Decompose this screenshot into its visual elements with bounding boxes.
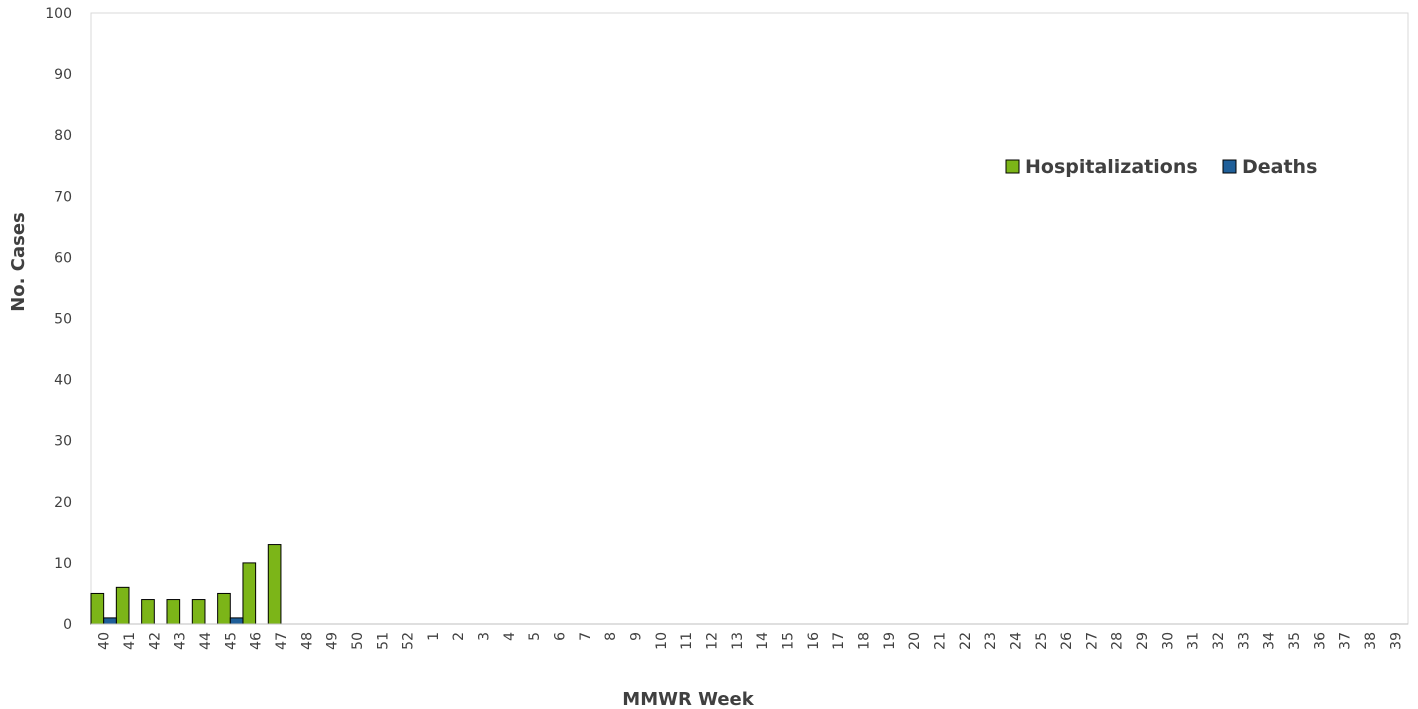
x-tick-label: 44 [198, 632, 214, 650]
x-tick-label: 3 [477, 632, 493, 641]
x-tick-label: 46 [249, 632, 265, 650]
y-tick-label: 40 [54, 373, 72, 389]
y-tick-label: 90 [54, 67, 72, 83]
bar-hospitalizations [90, 592, 105, 625]
legend-label-hospitalizations: Hospitalizations [1025, 156, 1198, 178]
y-tick-label: 30 [54, 434, 72, 450]
bar-hospitalizations [267, 544, 282, 625]
x-tick-label: 22 [958, 632, 974, 650]
x-tick-label: 5 [527, 632, 543, 641]
x-tick-label: 27 [1084, 632, 1100, 650]
bar-hospitalizations [242, 562, 257, 625]
bar-hospitalizations [166, 599, 181, 625]
x-tick-label: 49 [325, 632, 341, 650]
bar-hospitalizations [141, 599, 155, 625]
bar-deaths [229, 617, 244, 625]
x-tick-label: 4 [502, 632, 518, 641]
x-tick-label: 23 [983, 632, 999, 650]
x-tick-label: 28 [1110, 632, 1126, 650]
x-tick-label: 39 [1388, 632, 1404, 650]
x-tick-label: 13 [730, 632, 746, 650]
x-tick-label: 24 [1008, 632, 1024, 650]
y-tick-label: 60 [54, 250, 72, 266]
x-tick-label: 34 [1262, 632, 1278, 650]
x-tick-label: 8 [603, 632, 619, 641]
x-tick-labels: 40 41 42 43 44 45 46 47 48 49 50 51 52 1 2 3 4 5 6 7 8 9 10 11 1… [97, 632, 1405, 650]
x-tick-label: 26 [1059, 632, 1075, 650]
y-tick-label: 0 [63, 617, 72, 633]
x-tick-label: 2 [451, 632, 467, 641]
plot-area-border [90, 12, 1409, 625]
x-tick-label: 11 [679, 632, 695, 650]
x-tick-label: 16 [806, 632, 822, 650]
x-tick-label: 18 [856, 632, 872, 650]
x-tick-label: 33 [1236, 632, 1252, 650]
x-axis-title: MMWR Week [622, 689, 754, 709]
x-tick-label: 19 [882, 632, 898, 650]
bar-deaths [103, 617, 117, 625]
legend-swatch-hospitalizations [1005, 159, 1020, 174]
x-tick-label: 41 [122, 632, 138, 650]
x-tick-label: 52 [401, 632, 417, 650]
x-tick-label: 37 [1338, 632, 1354, 650]
legend-label-deaths: Deaths [1242, 156, 1317, 178]
x-tick-label: 32 [1211, 632, 1227, 650]
x-tick-label: 40 [97, 632, 113, 650]
y-tick-label: 10 [54, 556, 72, 572]
x-tick-label: 14 [755, 632, 771, 650]
x-tick-label: 35 [1287, 632, 1303, 650]
x-tick-label: 9 [629, 632, 645, 641]
x-tick-label: 42 [147, 632, 163, 650]
y-tick-labels: 0 10 20 30 40 50 60 70 80 90 100 [45, 6, 72, 633]
y-tick-label: 20 [54, 495, 72, 511]
x-tick-label: 6 [553, 632, 569, 641]
x-tick-label: 10 [654, 632, 670, 650]
x-tick-label: 15 [780, 632, 796, 650]
x-tick-label: 36 [1312, 632, 1328, 650]
bar-hospitalizations [115, 586, 130, 625]
x-tick-label: 50 [350, 632, 366, 650]
x-tick-label: 12 [705, 632, 721, 650]
y-tick-label: 80 [54, 128, 72, 144]
x-tick-label: 25 [1034, 632, 1050, 650]
legend-swatch-deaths [1222, 159, 1237, 174]
x-tick-label: 48 [299, 632, 315, 650]
x-tick-label: 45 [223, 632, 239, 650]
y-tick-label: 50 [54, 312, 72, 328]
x-tick-label: 29 [1135, 632, 1151, 650]
x-tick-label: 20 [907, 632, 923, 650]
legend: Hospitalizations Deaths [1005, 156, 1317, 178]
y-tick-label: 70 [54, 189, 72, 205]
y-tick-label: 100 [45, 6, 72, 22]
x-tick-label: 30 [1160, 632, 1176, 650]
x-tick-label: 51 [375, 632, 391, 650]
bars-group [90, 544, 282, 625]
x-tick-label: 31 [1186, 632, 1202, 650]
x-tick-label: 47 [274, 632, 290, 650]
x-tick-label: 17 [831, 632, 847, 650]
bar-hospitalizations [217, 592, 231, 625]
x-tick-label: 43 [173, 632, 189, 650]
x-tick-label: 38 [1363, 632, 1379, 650]
x-tick-label: 7 [578, 632, 594, 641]
x-tick-label: 1 [426, 632, 442, 641]
bar-hospitalizations [191, 599, 206, 625]
y-axis-title: No. Cases [8, 212, 29, 312]
x-tick-label: 21 [932, 632, 948, 650]
